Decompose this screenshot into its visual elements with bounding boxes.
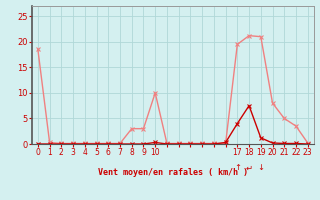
X-axis label: Vent moyen/en rafales ( km/h ): Vent moyen/en rafales ( km/h ) [98, 168, 248, 177]
Text: ↓: ↓ [257, 163, 264, 172]
Text: ↑: ↑ [234, 163, 241, 172]
Text: ↵: ↵ [245, 163, 252, 172]
